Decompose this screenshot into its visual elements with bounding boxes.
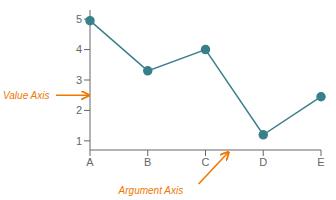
svg-text:1: 1 [76,135,82,147]
svg-text:4: 4 [76,43,82,55]
svg-text:2: 2 [76,104,82,116]
svg-text:D: D [259,156,267,168]
svg-text:5: 5 [76,13,82,25]
svg-text:A: A [86,156,94,168]
svg-text:3: 3 [76,74,82,86]
svg-text:B: B [144,156,151,168]
svg-text:E: E [317,156,324,168]
svg-text:Value Axis: Value Axis [8,90,50,101]
svg-text:C: C [202,156,210,168]
svg-text:Argument Axis: Argument Axis [118,185,184,196]
